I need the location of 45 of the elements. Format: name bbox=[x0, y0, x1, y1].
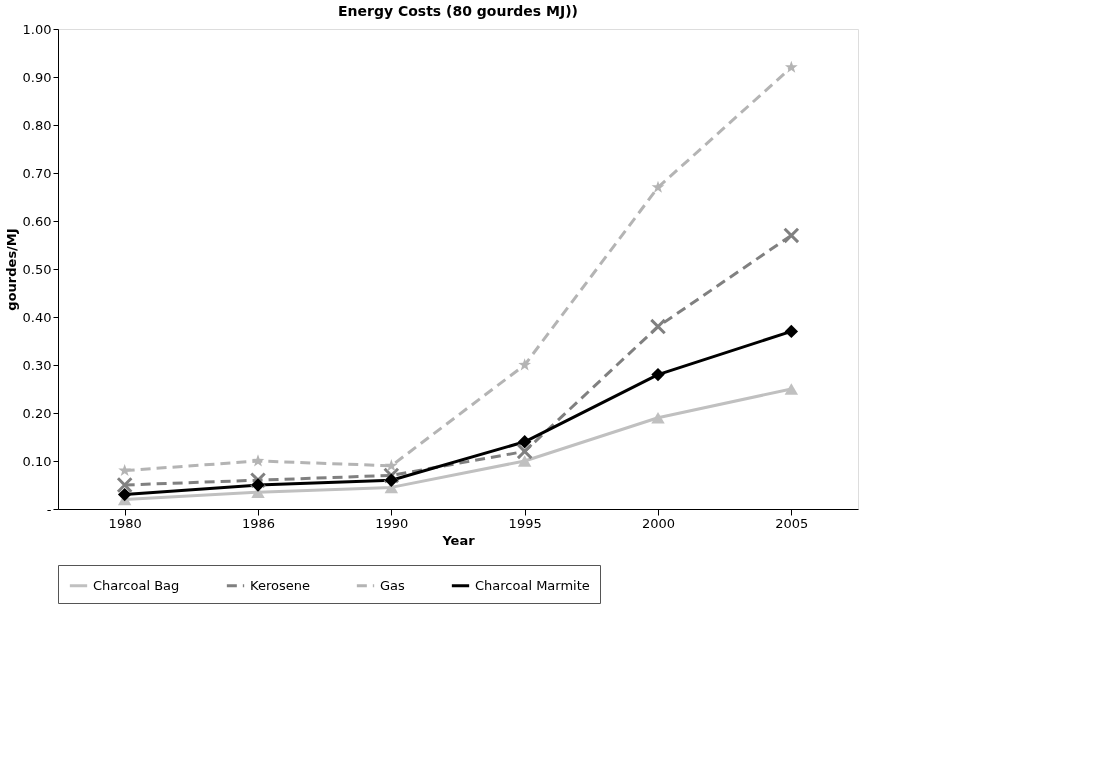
point bbox=[518, 358, 532, 371]
point bbox=[118, 463, 132, 477]
x-tick-label: 1990 bbox=[375, 515, 409, 531]
point bbox=[383, 467, 400, 484]
y-tick-label: 0.50 bbox=[22, 261, 52, 277]
x-tick-label: 1986 bbox=[241, 515, 276, 531]
point bbox=[516, 443, 533, 460]
y-tick-label: 0.40 bbox=[22, 309, 52, 325]
legend-label: Kerosene bbox=[250, 577, 310, 593]
y-tick-label: 0.30 bbox=[22, 357, 52, 373]
x-tick-label: 1995 bbox=[508, 515, 542, 531]
y-tick-label: 0.80 bbox=[22, 117, 52, 133]
y-tick-label: 0.70 bbox=[22, 165, 52, 181]
point bbox=[784, 383, 799, 395]
legend-label: Charcoal Marmite bbox=[475, 577, 590, 593]
point bbox=[651, 411, 665, 424]
y-tick-label: 0.60 bbox=[22, 213, 52, 229]
point bbox=[517, 435, 532, 449]
point bbox=[783, 227, 800, 244]
y-tick-label: - bbox=[46, 501, 52, 517]
point bbox=[651, 367, 665, 382]
x-tick-label: 2000 bbox=[641, 515, 676, 531]
point bbox=[384, 473, 399, 487]
x-tick-label: 1980 bbox=[108, 515, 142, 531]
x-tick-label: 2005 bbox=[775, 515, 809, 531]
point bbox=[649, 318, 667, 335]
point bbox=[784, 324, 799, 339]
legend-label: Charcoal Bag bbox=[93, 577, 180, 593]
point bbox=[249, 471, 267, 489]
legend-label: Gas bbox=[380, 577, 406, 593]
y-tick-label: 1.00 bbox=[22, 21, 52, 37]
y-tick-label: 0.90 bbox=[22, 69, 52, 85]
x-axis-title: Year bbox=[441, 532, 476, 548]
y-axis-title: gourdes/MJ bbox=[3, 228, 19, 311]
point bbox=[384, 459, 398, 472]
point bbox=[116, 476, 133, 494]
point bbox=[251, 454, 265, 467]
point bbox=[117, 487, 132, 502]
y-tick-label: 0.20 bbox=[22, 405, 52, 421]
point bbox=[651, 180, 665, 193]
point bbox=[517, 455, 532, 467]
chart-title: Energy Costs (80 gourdes MJ)) bbox=[337, 3, 579, 19]
point bbox=[784, 60, 798, 73]
y-tick-label: 0.10 bbox=[22, 453, 52, 469]
point bbox=[251, 478, 265, 492]
